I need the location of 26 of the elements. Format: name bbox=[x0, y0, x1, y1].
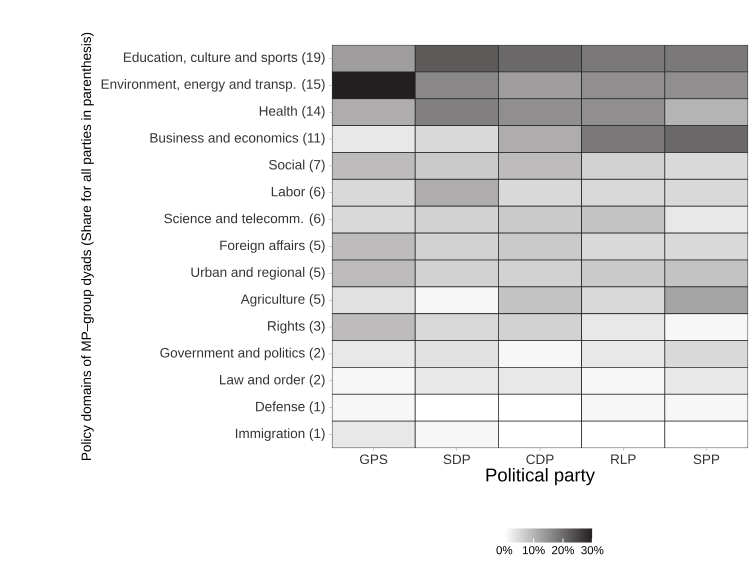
y-tick-label: Foreign affairs (5) bbox=[220, 240, 325, 253]
y-tick-label: Defense (1) bbox=[256, 401, 325, 414]
x-tick-label: GPS bbox=[360, 454, 388, 464]
y-tick-label: Agriculture (5) bbox=[240, 294, 325, 307]
x-tick-label: CDP bbox=[526, 454, 554, 464]
y-axis-title: Policy domains of MP–group dyads (Share for all parties in parenthesis) bbox=[81, 32, 94, 460]
x-tick-label: SPP bbox=[694, 454, 720, 464]
color-bar-label: 30% bbox=[581, 546, 604, 554]
y-tick-label: Education, culture and sports (19) bbox=[124, 52, 325, 65]
color-bar-label: 0% bbox=[496, 546, 512, 554]
y-tick-label: Immigration (1) bbox=[236, 428, 325, 441]
y-tick-label: Health (14) bbox=[260, 106, 325, 118]
y-tick-label: Urban and regional (5) bbox=[191, 267, 325, 280]
y-tick-label: Government and politics (2) bbox=[160, 348, 325, 360]
color-bar-label: 10% bbox=[523, 546, 545, 554]
y-tick-label: Science and telecomm. (6) bbox=[164, 213, 325, 226]
x-tick-label: SDP bbox=[444, 454, 470, 464]
y-tick-label: Social (7) bbox=[269, 160, 325, 172]
x-axis-title: Political party bbox=[486, 468, 595, 486]
x-tick-label: RLP bbox=[611, 454, 636, 464]
y-tick-label: Environment, energy and transp. (15) bbox=[102, 79, 325, 92]
y-tick-label: Labor (6) bbox=[272, 186, 325, 200]
y-tick-label: Business and economics (11) bbox=[150, 132, 325, 146]
y-tick-label: Law and order (2) bbox=[220, 374, 325, 388]
y-tick-label: Rights (3) bbox=[268, 320, 325, 334]
color-bar-label: 20% bbox=[552, 546, 574, 554]
